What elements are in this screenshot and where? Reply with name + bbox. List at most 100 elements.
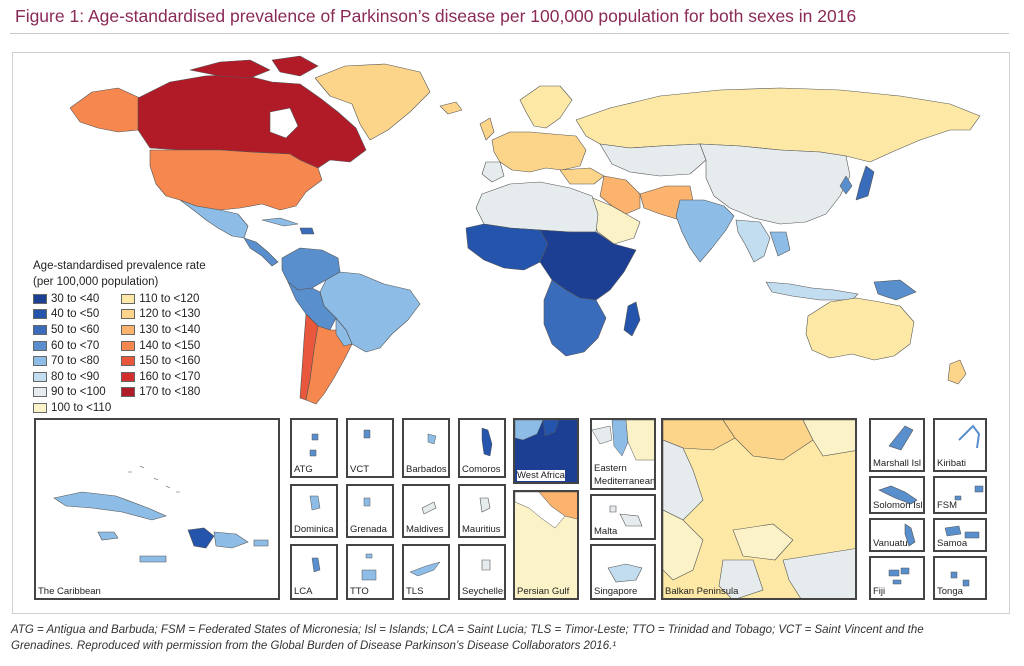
map-legend: Age-standardised prevalence rate (per 10… [33, 259, 206, 416]
inset-label: VCT [350, 464, 369, 475]
legend-label: 150 to <160 [139, 355, 201, 368]
legend-label: 140 to <150 [139, 339, 201, 352]
inset-tls: TLS [402, 544, 450, 600]
inset-solomon-isl: Solomon Isl [869, 476, 925, 514]
solomon-map [878, 485, 918, 505]
figure-title: Figure 1: Age-standardised prevalence of… [15, 6, 857, 26]
legend-item: 80 to <90 [33, 369, 111, 385]
region-scandinavia [519, 85, 573, 129]
inset-label: Eastern [594, 463, 627, 474]
region-china [699, 143, 851, 225]
region-europe [491, 131, 587, 173]
legend-item: 60 to <70 [33, 338, 111, 354]
footnote-line: ATG = Antigua and Barbuda; FSM = Federat… [11, 624, 924, 636]
legend-swatch [33, 293, 47, 304]
legend-column-1: 30 to <40 40 to <50 50 to <60 60 to <70 … [33, 291, 111, 416]
legend-item: 50 to <60 [33, 322, 111, 338]
inset-label: Mediterranean [594, 476, 656, 487]
legend-label: 160 to <170 [139, 370, 201, 383]
title-divider [10, 33, 1009, 34]
legend-item: 160 to <170 [121, 369, 200, 385]
footnote-line: Grenadines. Reproduced with permission f… [11, 640, 617, 652]
inset-samoa: Samoa [933, 518, 987, 552]
inset-label: TLS [406, 586, 424, 597]
vct-map [363, 429, 371, 439]
inset-marshall-isl: Marshall Isl [869, 418, 925, 472]
legend-swatch [121, 340, 136, 351]
inset-tto: TTO [346, 544, 394, 600]
region-west-africa [465, 223, 549, 271]
region-india [675, 199, 735, 263]
inset-label: Solomon Isl [873, 500, 923, 511]
inset-label: Malta [594, 526, 618, 537]
samoa-map [944, 525, 980, 539]
legend-label: 40 to <50 [51, 308, 100, 321]
inset-label: Singapore [594, 586, 638, 597]
legend-item: 150 to <160 [121, 353, 200, 369]
inset-malta: Malta [590, 494, 656, 540]
inset-label: Fiji [873, 586, 886, 597]
legend-item: 70 to <80 [33, 353, 111, 369]
legend-label: 80 to <90 [51, 370, 100, 383]
marshall-map [888, 425, 914, 451]
figure-footnote: ATG = Antigua and Barbuda; FSM = Federat… [11, 622, 1011, 654]
tonga-map [950, 571, 970, 587]
inset-label: LCA [294, 586, 313, 597]
fsm-map [954, 485, 984, 501]
legend-label: 70 to <80 [51, 355, 100, 368]
inset-caribbean: The Caribbean [34, 418, 280, 600]
fiji-map [888, 567, 910, 585]
region-greenland [314, 63, 431, 141]
legend-item: 140 to <150 [121, 338, 200, 354]
inset-maldives: Maldives [402, 484, 450, 538]
lca-map [311, 557, 321, 573]
legend-swatch [33, 402, 47, 413]
legend-label: 170 to <180 [139, 386, 201, 399]
inset-seychelles: Seychelles [458, 544, 506, 600]
legend-label: 130 to <140 [139, 323, 201, 336]
inset-label: Marshall Isl [873, 458, 922, 469]
legend-item: 90 to <100 [33, 385, 111, 401]
legend-swatch [121, 324, 136, 335]
legend-item: 170 to <180 [121, 385, 200, 401]
legend-label: 50 to <60 [51, 323, 100, 336]
caribbean-map [53, 465, 269, 563]
inset-fiji: Fiji [869, 556, 925, 600]
inset-label: Maldives [406, 524, 444, 535]
legend-label: 120 to <130 [139, 308, 201, 321]
inset-label: Mauritius [462, 524, 501, 535]
legend-label: 90 to <100 [51, 386, 106, 399]
inset-label: Samoa [937, 538, 968, 549]
inset-label: The Caribbean [38, 586, 101, 597]
eastern-med-map [592, 420, 654, 461]
legend-label: 110 to <120 [139, 292, 200, 305]
inset-grenada: Grenada [346, 484, 394, 538]
inset-lca: LCA [290, 544, 338, 600]
legend-swatch [121, 371, 136, 382]
inset-label: FSM [937, 500, 958, 511]
inset-label: Barbados [406, 464, 447, 475]
inset-tonga: Tonga [933, 556, 987, 600]
region-north-africa [475, 181, 599, 233]
inset-label: Tonga [937, 586, 963, 597]
inset-vct: VCT [346, 418, 394, 478]
legend-swatch [121, 356, 136, 367]
inset-singapore: Singapore [590, 544, 656, 600]
legend-item: 120 to <130 [121, 307, 200, 323]
singapore-map [607, 563, 643, 583]
inset-label: West Africa [517, 470, 565, 481]
dominica-map [309, 495, 321, 511]
inset-label: Vanuatu [873, 538, 908, 549]
inset-label: TTO [350, 586, 369, 597]
mauritius-map [479, 497, 491, 513]
inset-barbados: Barbados [402, 418, 450, 478]
inset-atg: ATG [290, 418, 338, 478]
legend-swatch [33, 309, 47, 320]
maldives-map [421, 501, 437, 515]
comoros-map [481, 427, 493, 457]
legend-swatch [33, 387, 47, 398]
legend-item: 130 to <140 [121, 322, 200, 338]
inset-eastern-mediterranean: Eastern Mediterranean [590, 418, 656, 490]
seychelles-map [481, 559, 491, 571]
